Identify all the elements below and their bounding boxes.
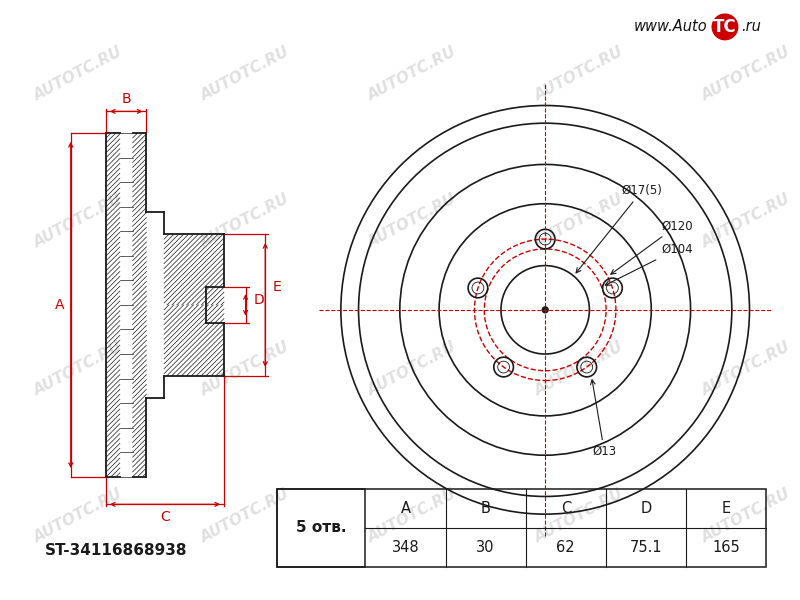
Text: 75.1: 75.1 xyxy=(630,540,662,555)
Text: AUTOTC.RU: AUTOTC.RU xyxy=(700,192,794,251)
Text: 5 отв.: 5 отв. xyxy=(296,520,346,535)
Text: AUTOTC.RU: AUTOTC.RU xyxy=(198,192,293,251)
Text: AUTOTC.RU: AUTOTC.RU xyxy=(32,192,126,251)
Text: B: B xyxy=(122,92,131,106)
Text: AUTOTC.RU: AUTOTC.RU xyxy=(533,192,626,251)
Circle shape xyxy=(712,14,738,40)
Text: A: A xyxy=(55,298,65,312)
Bar xyxy=(277,488,766,567)
Text: AUTOTC.RU: AUTOTC.RU xyxy=(32,487,126,546)
Text: AUTOTC.RU: AUTOTC.RU xyxy=(700,339,794,398)
Circle shape xyxy=(542,307,548,313)
Text: 348: 348 xyxy=(392,540,419,555)
Text: AUTOTC.RU: AUTOTC.RU xyxy=(198,487,293,546)
Text: D: D xyxy=(640,501,651,516)
Text: AUTOTC.RU: AUTOTC.RU xyxy=(533,487,626,546)
Text: A: A xyxy=(401,501,410,516)
Text: AUTOTC.RU: AUTOTC.RU xyxy=(700,44,794,104)
Text: AUTOTC.RU: AUTOTC.RU xyxy=(366,339,459,398)
Text: AUTOTC.RU: AUTOTC.RU xyxy=(198,44,293,104)
Text: C: C xyxy=(160,510,170,524)
Text: AUTOTC.RU: AUTOTC.RU xyxy=(366,487,459,546)
Text: AUTOTC.RU: AUTOTC.RU xyxy=(32,339,126,398)
Text: Ø13: Ø13 xyxy=(590,380,617,458)
Text: 62: 62 xyxy=(557,540,575,555)
Text: AUTOTC.RU: AUTOTC.RU xyxy=(366,192,459,251)
Text: B: B xyxy=(481,501,490,516)
Text: www.Auto: www.Auto xyxy=(634,19,707,34)
Text: AUTOTC.RU: AUTOTC.RU xyxy=(366,44,459,104)
Text: C: C xyxy=(561,501,571,516)
Text: Ø120: Ø120 xyxy=(611,219,693,274)
Text: ST-34116868938: ST-34116868938 xyxy=(45,543,187,558)
Text: E: E xyxy=(273,280,282,294)
Text: AUTOTC.RU: AUTOTC.RU xyxy=(198,339,293,398)
Text: AUTOTC.RU: AUTOTC.RU xyxy=(700,487,794,546)
Text: Ø104: Ø104 xyxy=(606,243,693,285)
Text: Ø17(5): Ø17(5) xyxy=(576,184,662,273)
Text: E: E xyxy=(722,501,730,516)
Text: 165: 165 xyxy=(712,540,740,555)
Text: AUTOTC.RU: AUTOTC.RU xyxy=(32,44,126,104)
Bar xyxy=(277,488,366,567)
Text: AUTOTC.RU: AUTOTC.RU xyxy=(533,44,626,104)
Text: .ru: .ru xyxy=(741,19,761,34)
Text: TC: TC xyxy=(713,18,737,36)
Text: 30: 30 xyxy=(477,540,495,555)
Text: D: D xyxy=(254,293,264,307)
Text: AUTOTC.RU: AUTOTC.RU xyxy=(533,339,626,398)
